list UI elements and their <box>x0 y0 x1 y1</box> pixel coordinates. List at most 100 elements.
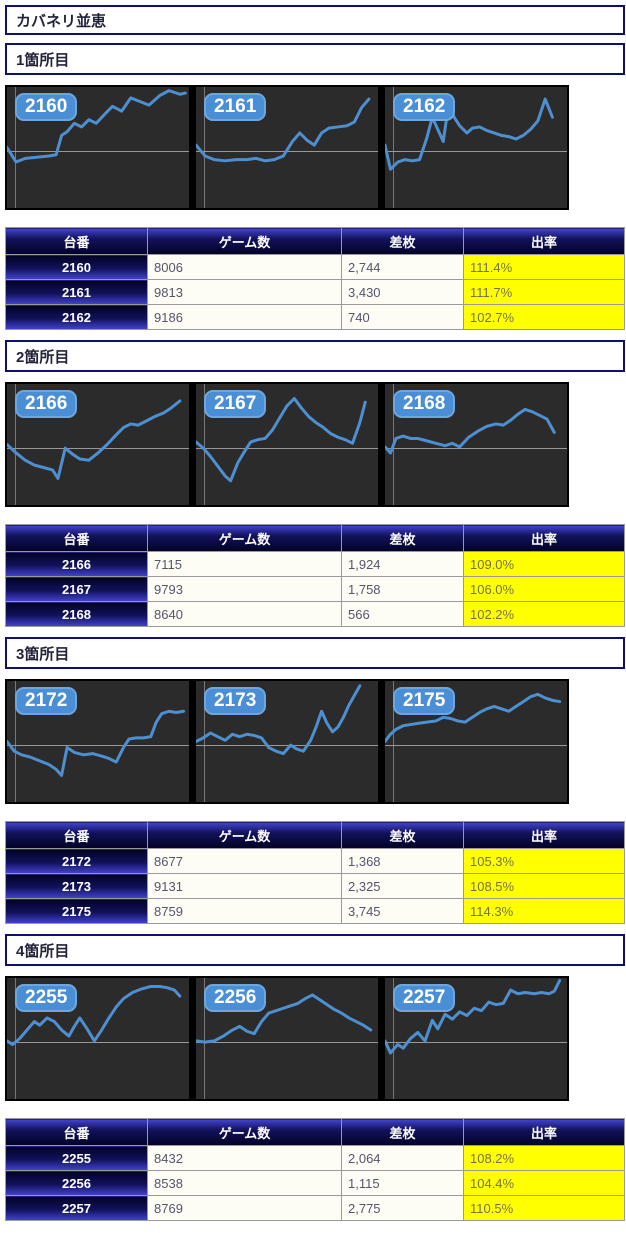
zero-line <box>385 1042 567 1044</box>
slump-graph-line <box>385 681 567 802</box>
section: 3箇所目 2172 2173 2175 台番 ゲーム数 差枚 出率 2172 8677 1,3… <box>5 637 626 924</box>
table-row: 2161 9813 3,430 111.7% <box>5 279 625 305</box>
chart-strip: 2172 2173 2175 <box>5 679 569 804</box>
y-axis-line <box>15 681 16 802</box>
section-heading: 2箇所目 <box>5 340 625 372</box>
payout-rate-cell: 111.7% <box>463 279 625 305</box>
games-cell: 8640 <box>147 601 342 627</box>
table-row: 2175 8759 3,745 114.3% <box>5 898 625 924</box>
table-header-row: 台番 ゲーム数 差枚 出率 <box>5 1118 625 1146</box>
machine-number-cell: 2168 <box>5 601 148 627</box>
slump-graph-line <box>7 978 189 1099</box>
table-row: 2166 7115 1,924 109.0% <box>5 551 625 577</box>
column-header: 差枚 <box>341 524 464 552</box>
machine-number-cell: 2166 <box>5 551 148 577</box>
diff-cell: 2,325 <box>341 873 464 899</box>
zero-line <box>385 448 567 450</box>
y-axis-line <box>393 87 394 208</box>
slump-graph-line <box>196 87 378 208</box>
column-header: ゲーム数 <box>147 524 342 552</box>
table-row: 2257 8769 2,775 110.5% <box>5 1195 625 1221</box>
zero-line <box>7 448 189 450</box>
machine-number-cell: 2173 <box>5 873 148 899</box>
slump-graph-line <box>7 87 189 208</box>
machine-number-badge: 2160 <box>15 93 78 121</box>
games-cell: 9793 <box>147 576 342 602</box>
y-axis-line <box>393 681 394 802</box>
machine-table: 台番 ゲーム数 差枚 出率 2160 8006 2,744 111.4% 2161 9813 3,… <box>5 227 625 330</box>
diff-cell: 1,758 <box>341 576 464 602</box>
table-row: 2168 8640 566 102.2% <box>5 601 625 627</box>
payout-rate-cell: 102.2% <box>463 601 625 627</box>
machine-number-badge: 2175 <box>393 687 456 715</box>
machine-number-badge: 2162 <box>393 93 456 121</box>
section-heading: 1箇所目 <box>5 43 625 75</box>
diff-cell: 2,775 <box>341 1195 464 1221</box>
y-axis-line <box>15 978 16 1099</box>
y-axis-line <box>15 87 16 208</box>
machine-number-cell: 2160 <box>5 254 148 280</box>
payout-rate-cell: 110.5% <box>463 1195 625 1221</box>
y-axis-line <box>204 978 205 1099</box>
slump-graph-panel: 2162 <box>385 87 567 208</box>
machine-table: 台番 ゲーム数 差枚 出率 2255 8432 2,064 108.2% 2256 8538 1,… <box>5 1118 625 1221</box>
diff-cell: 1,924 <box>341 551 464 577</box>
payout-rate-cell: 108.2% <box>463 1145 625 1171</box>
section: 1箇所目 2160 2161 2162 台番 ゲーム数 差枚 出率 2160 8006 2,7… <box>5 43 626 330</box>
machine-number-badge: 2173 <box>204 687 267 715</box>
table-row: 2172 8677 1,368 105.3% <box>5 848 625 874</box>
table-row: 2173 9131 2,325 108.5% <box>5 873 625 899</box>
games-cell: 7115 <box>147 551 342 577</box>
section: 2箇所目 2166 2167 2168 台番 ゲーム数 差枚 出率 2166 7115 1,9… <box>5 340 626 627</box>
column-header: 差枚 <box>341 227 464 255</box>
diff-cell: 2,064 <box>341 1145 464 1171</box>
slump-graph-line <box>196 978 378 1099</box>
column-header: 台番 <box>5 227 148 255</box>
games-cell: 9813 <box>147 279 342 305</box>
machine-number-cell: 2167 <box>5 576 148 602</box>
zero-line <box>196 448 378 450</box>
diff-cell: 2,744 <box>341 254 464 280</box>
slump-graph-panel: 2175 <box>385 681 567 802</box>
games-cell: 9131 <box>147 873 342 899</box>
machine-number-badge: 2257 <box>393 984 456 1012</box>
section-heading: 3箇所目 <box>5 637 625 669</box>
sections-container: 1箇所目 2160 2161 2162 台番 ゲーム数 差枚 出率 2160 8006 2,7… <box>5 43 626 1221</box>
y-axis-line <box>15 384 16 505</box>
machine-number-badge: 2161 <box>204 93 267 121</box>
machine-number-cell: 2255 <box>5 1145 148 1171</box>
y-axis-line <box>204 681 205 802</box>
games-cell: 9186 <box>147 304 342 330</box>
machine-number-cell: 2161 <box>5 279 148 305</box>
zero-line <box>196 745 378 747</box>
table-row: 2167 9793 1,758 106.0% <box>5 576 625 602</box>
section-heading: 4箇所目 <box>5 934 625 966</box>
payout-rate-cell: 106.0% <box>463 576 625 602</box>
column-header: ゲーム数 <box>147 1118 342 1146</box>
zero-line <box>7 745 189 747</box>
slump-graph-panel: 2173 <box>196 681 378 802</box>
column-header: ゲーム数 <box>147 821 342 849</box>
slump-graph-panel: 2256 <box>196 978 378 1099</box>
column-header: 台番 <box>5 524 148 552</box>
slump-graph-line <box>196 681 378 802</box>
slump-graph-line <box>196 384 378 505</box>
table-header-row: 台番 ゲーム数 差枚 出率 <box>5 821 625 849</box>
slump-graph-line <box>7 681 189 802</box>
payout-rate-cell: 111.4% <box>463 254 625 280</box>
games-cell: 8006 <box>147 254 342 280</box>
slump-graph-panel: 2160 <box>7 87 189 208</box>
y-axis-line <box>204 87 205 208</box>
diff-cell: 3,430 <box>341 279 464 305</box>
column-header: 差枚 <box>341 821 464 849</box>
machine-number-badge: 2172 <box>15 687 78 715</box>
machine-number-badge: 2167 <box>204 390 267 418</box>
table-row: 2256 8538 1,115 104.4% <box>5 1170 625 1196</box>
slump-graph-panel: 2161 <box>196 87 378 208</box>
diff-cell: 1,368 <box>341 848 464 874</box>
zero-line <box>7 151 189 153</box>
machine-number-cell: 2162 <box>5 304 148 330</box>
machine-table: 台番 ゲーム数 差枚 出率 2166 7115 1,924 109.0% 2167 9793 1,… <box>5 524 625 627</box>
zero-line <box>385 745 567 747</box>
zero-line <box>7 1042 189 1044</box>
